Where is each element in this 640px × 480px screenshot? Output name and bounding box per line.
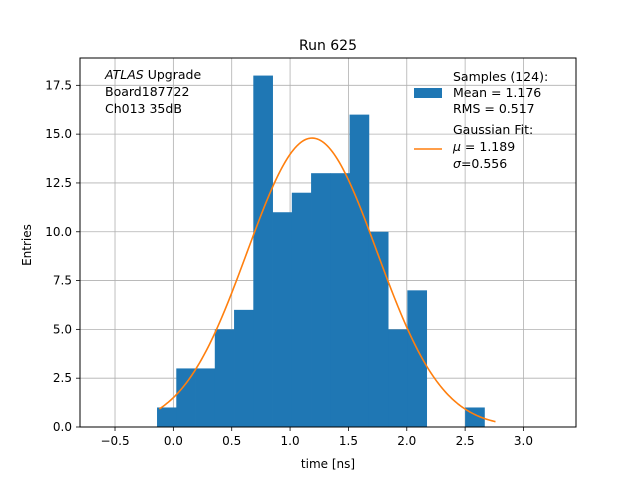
annotation-line: Board187722 xyxy=(105,84,189,99)
y-tick-label: 5.0 xyxy=(53,322,72,336)
y-axis-label: Entries xyxy=(20,224,34,266)
histogram-bar xyxy=(368,231,389,427)
x-tick-label: 3.0 xyxy=(514,434,533,448)
chart-title: Run 625 xyxy=(299,38,357,54)
x-axis-ticks: −0.5 0.0 0.5 1.0 1.5 2.0 2.5 3.0 xyxy=(100,427,533,448)
legend-hist-swatch xyxy=(414,88,442,98)
histogram-bar xyxy=(253,75,273,428)
x-tick-label: 0.0 xyxy=(164,434,183,448)
histogram-bar xyxy=(311,173,331,427)
histogram-bar xyxy=(272,212,293,427)
x-tick-label: 1.0 xyxy=(281,434,300,448)
annotation-text: Upgrade xyxy=(144,67,202,82)
histogram-bar xyxy=(349,114,370,427)
histogram-bar xyxy=(195,368,216,427)
histogram-bars xyxy=(157,75,485,428)
x-tick-label: 2.5 xyxy=(456,434,475,448)
y-tick-label: 12.5 xyxy=(45,176,72,190)
x-tick-label: 1.5 xyxy=(339,434,358,448)
legend-fit-text: σ=0.556 xyxy=(453,156,507,171)
legend-fit-text: Gaussian Fit: xyxy=(453,122,533,137)
gaussian-fit-curve xyxy=(158,137,496,423)
plot-frame xyxy=(79,57,577,428)
legend: Samples (124): Mean = 1.176 RMS = 0.517 G… xyxy=(414,69,548,171)
histogram-bar xyxy=(157,407,177,427)
histogram-bar xyxy=(234,309,254,427)
y-tick-label: 15.0 xyxy=(45,127,72,141)
annotation-line: ATLAS Upgrade xyxy=(104,67,201,82)
legend-hist-text: Mean = 1.176 xyxy=(453,85,541,100)
y-tick-label: 2.5 xyxy=(53,371,72,385)
annotation-text: Ch013 35dB xyxy=(105,101,182,116)
y-tick-label: 7.5 xyxy=(53,274,72,288)
y-tick-label: 0.0 xyxy=(53,420,72,434)
histogram-bar xyxy=(407,290,428,427)
annotation-italic: ATLAS xyxy=(104,67,144,82)
histogram-bar xyxy=(176,368,196,427)
histogram-bar xyxy=(214,329,235,427)
x-tick-label: −0.5 xyxy=(100,434,129,448)
y-tick-label: 10.0 xyxy=(45,225,72,239)
annotation-line: Ch013 35dB xyxy=(105,101,182,116)
legend-hist-text: RMS = 0.517 xyxy=(453,101,535,116)
y-axis-ticks: 0.0 2.5 5.0 7.5 10.0 12.5 15.0 17.5 xyxy=(45,78,80,434)
histogram-bar xyxy=(291,192,312,427)
fit-curve-path xyxy=(158,137,496,423)
x-axis-label: time [ns] xyxy=(301,457,355,471)
y-tick-label: 17.5 xyxy=(45,78,72,92)
x-tick-label: 0.5 xyxy=(222,434,241,448)
histogram-bar xyxy=(330,173,350,427)
atlas-annotation: ATLAS Upgrade Board187722 Ch013 35dB xyxy=(104,67,201,116)
legend-hist-text: Samples (124): xyxy=(453,69,548,84)
legend-fit-text: μ = 1.189 xyxy=(452,139,515,154)
x-tick-label: 2.0 xyxy=(397,434,416,448)
annotation-text: Board187722 xyxy=(105,84,189,99)
histogram-bar xyxy=(388,329,408,427)
